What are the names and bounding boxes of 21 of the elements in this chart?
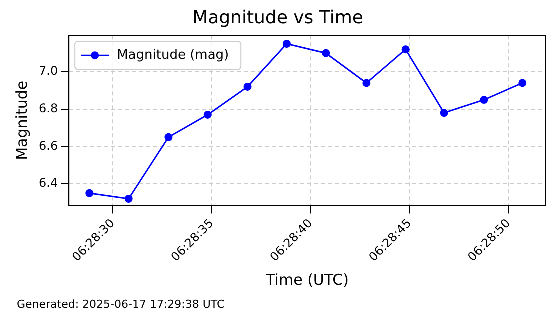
point [282, 40, 291, 48]
point [362, 79, 371, 88]
chart-title: Magnitude vs Time [192, 7, 364, 28]
point [518, 79, 527, 88]
point [244, 82, 252, 91]
y-tick-label: 7.0 [38, 64, 58, 78]
y-tick-label: 6.4 [38, 176, 58, 190]
y-tick-label: 6.6 [38, 138, 58, 153]
point [164, 133, 173, 142]
point [402, 46, 410, 54]
point [86, 189, 94, 198]
x-axis-title: Time (UTC) [265, 270, 350, 289]
y-tick-label: 6.8 [38, 101, 58, 116]
y-axis-title: Magnitude [12, 80, 31, 160]
point [480, 96, 488, 104]
point [204, 110, 212, 119]
point [322, 49, 330, 58]
legend-label: Magnitude (mag) [117, 48, 230, 63]
text: Generated: 2025-06-17 17:29:38 UTC [17, 298, 226, 311]
point [124, 194, 133, 203]
point [440, 109, 448, 118]
